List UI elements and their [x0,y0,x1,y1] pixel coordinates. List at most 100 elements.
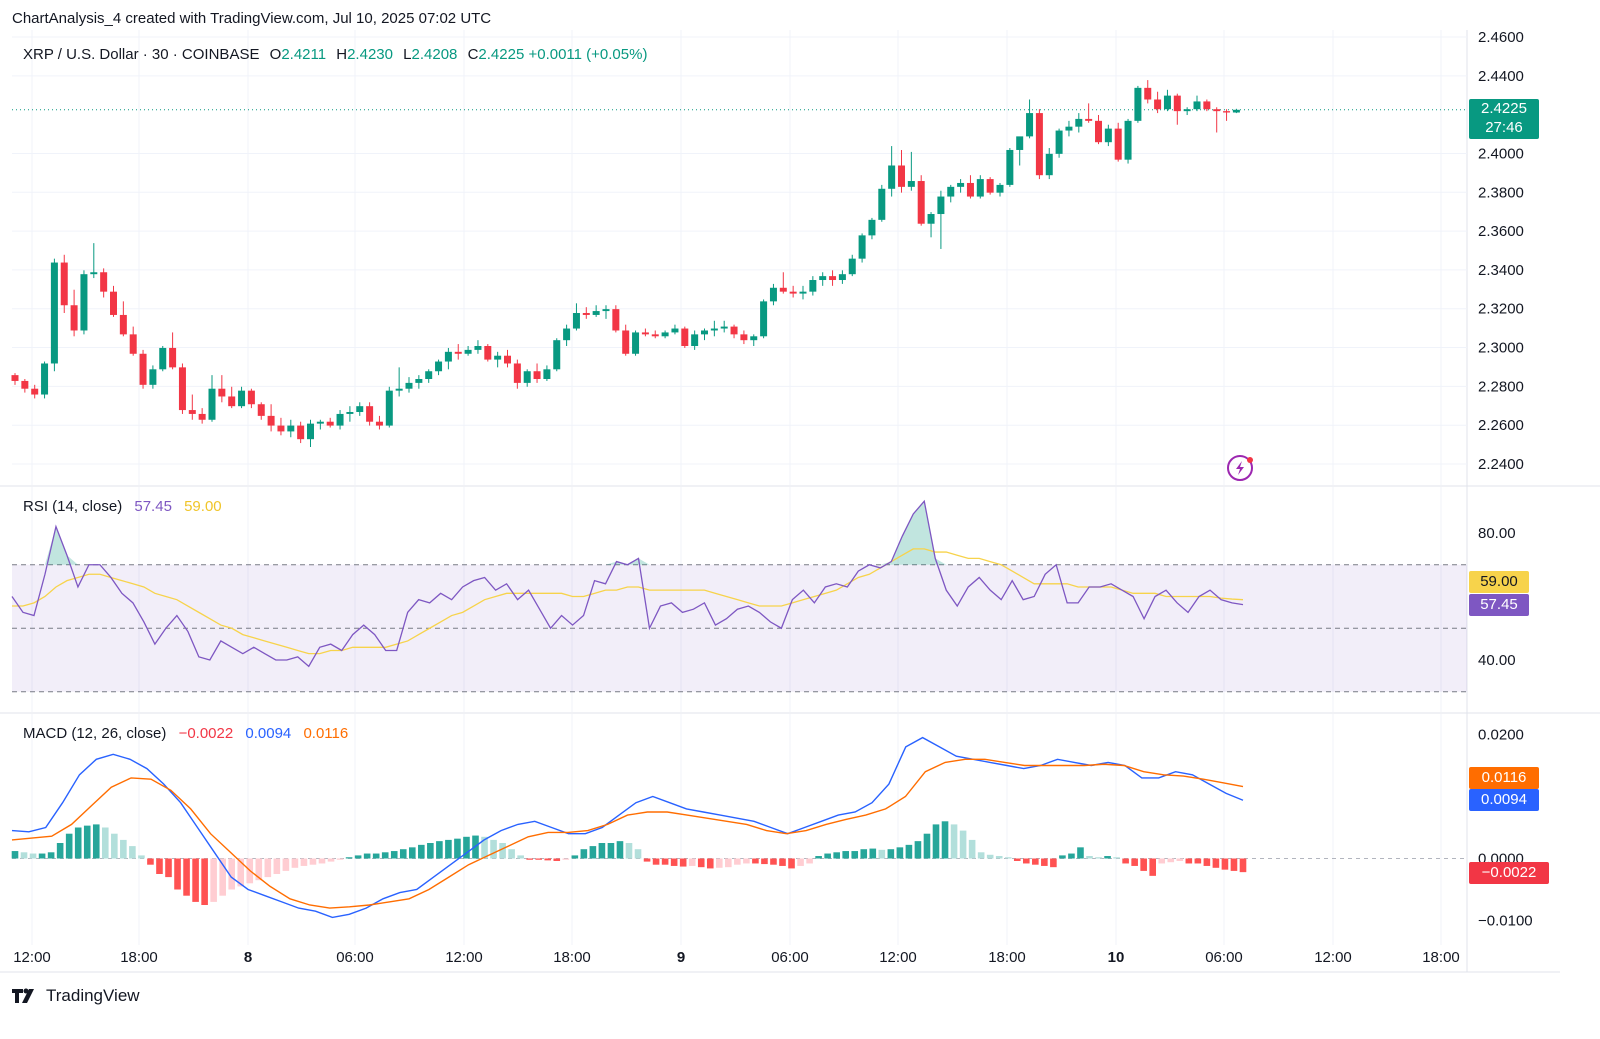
macd-histogram-bar [734,858,741,865]
candle-body [602,309,610,312]
price-tick-label: 2.4000 [1478,145,1524,162]
macd-histogram-bar [688,858,696,866]
candle-body [651,334,659,337]
candle-body [1203,101,1211,110]
candle-body [228,396,236,407]
candle-body [326,421,334,426]
macd-histogram-bar [20,852,28,859]
candle-body [1134,87,1142,121]
candle-body [829,276,837,281]
macd-histogram-bar [959,830,967,859]
candle-body [425,371,433,380]
macd-histogram-bar [463,836,470,859]
tradingview-brand[interactable]: TradingView [12,986,140,1006]
candle-body [730,326,738,335]
rsi-value: 57.45 [134,498,172,515]
macd-histogram-bar [1140,858,1147,871]
macd-tick-label: −0.0100 [1478,913,1533,930]
candle-body [287,425,295,432]
macd-legend: MACD (12, 26, close) −0.0022 0.0094 0.01… [23,725,356,742]
macd-histogram-bar [517,855,524,859]
candle-body [356,406,364,413]
macd-histogram-bar [65,833,73,859]
macd-histogram-bar [788,858,795,869]
macd-histogram-bar [743,858,750,864]
macd-name: MACD (12, 26, close) [23,725,167,742]
macd-histogram-bar [1113,857,1120,859]
candle-body [858,235,866,259]
macd-value: 0.0094 [245,725,292,742]
macd-badge: 0.0094 [1469,789,1539,811]
macd-histogram-bar [1122,858,1129,864]
candle-body [415,379,423,383]
candle-body [70,305,78,331]
candle-body [819,276,827,281]
candle-body [405,382,413,389]
time-tick-label: 06:00 [771,949,809,966]
macd-histogram-bar [652,858,660,865]
macd-histogram-bar [1086,856,1093,859]
candle-body [632,332,640,354]
macd-histogram-bar [571,855,579,859]
time-tick-label: 9 [677,949,685,966]
macd-histogram-bar [1041,858,1048,866]
macd-histogram-bar [363,853,371,859]
macd-histogram-bar [1158,858,1166,864]
macd-histogram-bar [544,858,552,861]
candle-body [129,334,137,354]
candle-body [50,262,58,364]
candle-body [336,413,344,426]
candle-body [907,181,915,187]
macd-histogram-bar [255,858,263,881]
macd-histogram-bar [445,839,452,859]
macd-histogram-bar [1239,858,1247,873]
macd-histogram-bar [399,849,407,859]
lightning-icon-dot [1247,457,1253,463]
candle-body [41,363,49,395]
macd-histogram-bar [1203,858,1211,866]
candle-body [11,375,19,381]
macd-histogram-bar [1230,858,1238,871]
lightning-icon [1227,455,1253,481]
candle-body [188,410,196,414]
candle-body [1183,109,1191,112]
macd-histogram-bar [833,852,840,859]
candle-body [257,404,265,416]
price-tick-label: 2.3400 [1478,262,1524,279]
macd-histogram-bar [38,853,46,859]
macd-histogram-bar [761,858,768,865]
macd-hist-value: −0.0022 [178,725,234,742]
candle-body [848,258,856,275]
macd-histogram-bar [138,855,145,859]
candle-body [523,371,531,383]
current-price: 2.4225 [1481,100,1527,117]
candle-body [169,347,177,368]
macd-histogram-bar [74,827,82,859]
macd-histogram-bar [454,838,461,859]
macd-histogram-bar [851,851,859,859]
macd-histogram-bar [1104,856,1111,859]
candle-body [966,182,974,197]
high-value: 2.4230 [347,46,393,63]
candle-body [198,413,206,420]
candle-body [119,314,127,335]
price-tick-label: 2.3000 [1478,340,1524,357]
macd-histogram-bar [878,849,886,859]
candle-body [996,184,1004,193]
time-tick-label: 18:00 [988,949,1026,966]
candle-body [769,287,777,302]
macd-histogram-bar [815,856,822,859]
candlestick-series [11,80,1240,447]
candle-body [1163,95,1171,110]
candle-body [307,423,314,440]
candle-body [1173,95,1181,112]
rsi-name: RSI (14, close) [23,498,123,515]
macd-histogram-bar [1032,858,1039,865]
candle-body [316,421,324,424]
rsi-tick-label: 40.00 [1478,652,1516,669]
candle-body [90,272,98,275]
time-tick-label: 18:00 [1422,949,1460,966]
macd-histogram-bar [408,847,416,859]
candle-body [888,165,896,189]
